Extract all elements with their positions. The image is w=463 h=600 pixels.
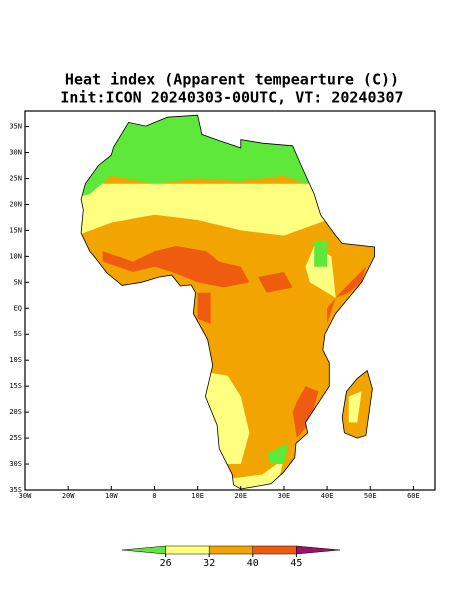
- y-tick-label: 5S: [14, 330, 22, 338]
- x-tick-label: 60E: [407, 492, 420, 500]
- x-tick-label: 30E: [278, 492, 291, 500]
- y-tick-label: 30N: [9, 149, 22, 157]
- zone: [266, 443, 289, 464]
- y-tick-label: 15N: [9, 226, 22, 234]
- x-tick-label: 30W: [19, 492, 32, 500]
- x-tick-label: 20W: [62, 492, 75, 500]
- y-tick-label: 30S: [9, 460, 22, 468]
- x-tick-label: 0: [152, 492, 156, 500]
- colorbar-segment: [121, 545, 166, 555]
- y-tick-label: 25N: [9, 174, 22, 182]
- y-tick-label: 15S: [9, 382, 22, 390]
- zone: [305, 246, 336, 298]
- x-tick-label: 40E: [321, 492, 334, 500]
- title-line: Init:ICON 20240303-00UTC, VT: 20240307: [60, 89, 403, 107]
- title-line: Heat index (Apparent tempearture (C)): [65, 71, 399, 89]
- y-tick-label: 20S: [9, 408, 22, 416]
- colorbar-segment: [252, 545, 297, 555]
- y-tick-label: 10S: [9, 356, 22, 364]
- zone: [327, 266, 366, 324]
- y-tick-label: 5N: [14, 278, 22, 286]
- map-frame: [24, 110, 436, 491]
- colorbar-segment: [208, 545, 254, 555]
- colorbar-label: 26: [160, 558, 172, 569]
- map-area: [80, 114, 376, 490]
- x-tick-label: 10W: [105, 492, 118, 500]
- x-tick-label: 10E: [191, 492, 204, 500]
- zone: [292, 386, 319, 439]
- colorbar-segment: [296, 545, 341, 555]
- zone: [197, 292, 211, 324]
- colorbar-label: 45: [290, 558, 302, 569]
- colorbar-segment: [165, 545, 210, 555]
- colorbar-label: 40: [247, 558, 259, 569]
- land: [81, 115, 375, 489]
- y-tick-label: 35S: [9, 486, 22, 494]
- colorbar-label: 32: [203, 558, 215, 569]
- y-tick-label: 10N: [9, 252, 22, 260]
- y-tick-label: 25S: [9, 434, 22, 442]
- coastline: [341, 369, 373, 439]
- y-tick-label: 35N: [9, 123, 22, 131]
- y-tick-label: EQ: [14, 304, 22, 312]
- zone: [258, 271, 293, 293]
- zone: [102, 246, 250, 288]
- y-tick-label: 20N: [9, 200, 22, 208]
- x-tick-label: 50E: [364, 492, 377, 500]
- zone: [81, 183, 328, 236]
- x-tick-label: 20E: [234, 492, 247, 500]
- zone: [348, 391, 362, 423]
- coastline: [80, 114, 376, 490]
- zone: [314, 240, 328, 267]
